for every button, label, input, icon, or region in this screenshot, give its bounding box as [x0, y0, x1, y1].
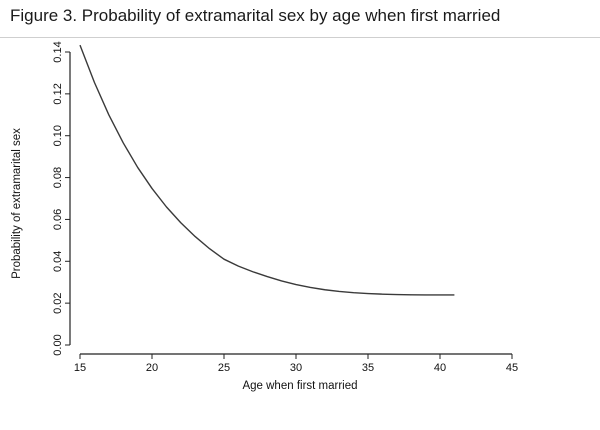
x-axis-ticks: 15 20 25 30 35 40 45	[74, 354, 518, 374]
y-tick-label: 0.06	[52, 209, 64, 230]
x-tick-label: 30	[290, 362, 302, 374]
x-tick-label: 20	[146, 362, 158, 374]
x-tick-label: 40	[434, 362, 446, 374]
x-tick-label: 15	[74, 362, 86, 374]
series-line	[79, 44, 455, 296]
y-axis-ticks: 0.00 0.02 0.04 0.06 0.08 0.10 0.12 0.14	[52, 41, 70, 356]
y-tick-label: 0.08	[52, 167, 64, 188]
x-tick-label: 35	[362, 362, 374, 374]
y-tick-label: 0.14	[52, 41, 64, 62]
y-tick-label: 0.02	[52, 292, 64, 313]
x-tick-label: 25	[218, 362, 230, 374]
title-divider	[0, 37, 600, 38]
y-tick-label: 0.00	[52, 334, 64, 355]
y-tick-label: 0.04	[52, 251, 64, 272]
x-axis-label: Age when first married	[242, 380, 357, 392]
y-tick-label: 0.12	[52, 83, 64, 104]
x-tick-label: 45	[506, 362, 518, 374]
y-tick-label: 0.10	[52, 125, 64, 146]
y-axis-label: Probability of extramarital sex	[11, 128, 23, 279]
figure-title: Figure 3. Probability of extramarital se…	[10, 6, 501, 25]
